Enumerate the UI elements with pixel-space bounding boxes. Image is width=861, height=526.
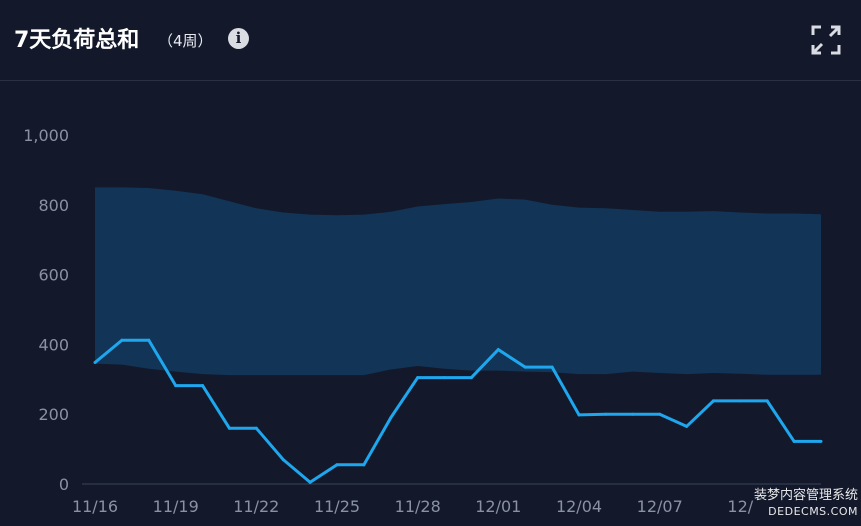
x-tick-label: 11/19 (153, 497, 199, 516)
x-tick-label: 11/28 (395, 497, 441, 516)
data-point[interactable] (362, 463, 366, 467)
data-point[interactable] (577, 413, 581, 417)
watermark-line1: 装梦内容管理系统 (753, 488, 858, 503)
data-point[interactable] (335, 463, 339, 467)
data-point[interactable] (658, 412, 662, 416)
data-point[interactable] (604, 412, 608, 416)
x-tick-label: 12/ (727, 497, 753, 516)
y-tick-label: 1,000 (23, 126, 69, 145)
data-point[interactable] (254, 426, 258, 430)
data-point[interactable] (711, 399, 715, 403)
watermark: 装梦内容管理系统 DEDECMS.COM (750, 488, 858, 520)
chart-subtitle: （4周） (158, 32, 213, 50)
x-tick-label: 11/25 (314, 497, 360, 516)
data-point[interactable] (147, 338, 151, 342)
data-point[interactable] (308, 480, 312, 484)
data-point[interactable] (819, 439, 823, 443)
data-point[interactable] (281, 458, 285, 462)
x-tick-label: 11/22 (233, 497, 279, 516)
y-tick-label: 800 (38, 196, 69, 215)
chart-title: 7天负荷总和 (14, 28, 140, 53)
data-point[interactable] (416, 376, 420, 380)
x-tick-label: 12/07 (637, 497, 683, 516)
data-point[interactable] (765, 399, 769, 403)
data-point[interactable] (496, 348, 500, 352)
data-point[interactable] (120, 338, 124, 342)
load-line-series (94, 338, 821, 485)
y-tick-label: 600 (38, 266, 69, 285)
y-tick-label: 0 (59, 475, 69, 494)
x-tick-label: 12/04 (556, 497, 602, 516)
normal-range-band (95, 187, 821, 376)
data-point[interactable] (469, 376, 473, 380)
data-point[interactable] (792, 439, 796, 443)
data-point[interactable] (685, 424, 689, 428)
data-point[interactable] (389, 416, 393, 420)
data-point[interactable] (201, 384, 205, 388)
x-tick-label: 12/01 (475, 497, 521, 516)
y-tick-label: 400 (38, 335, 69, 354)
watermark-line2: DEDECMS.COM (768, 505, 858, 518)
y-tick-label: 200 (38, 405, 69, 424)
data-point[interactable] (738, 399, 742, 403)
data-point[interactable] (550, 365, 554, 369)
data-point[interactable] (443, 376, 447, 380)
chart-header: 7天负荷总和 （4周） i (0, 0, 861, 81)
data-point[interactable] (227, 426, 231, 430)
data-point[interactable] (631, 412, 635, 416)
info-icon[interactable]: i (228, 28, 249, 49)
data-point[interactable] (523, 365, 527, 369)
data-point[interactable] (174, 384, 178, 388)
data-point[interactable] (93, 361, 97, 364)
expand-icon[interactable] (810, 24, 842, 56)
x-tick-label: 11/16 (72, 497, 118, 516)
